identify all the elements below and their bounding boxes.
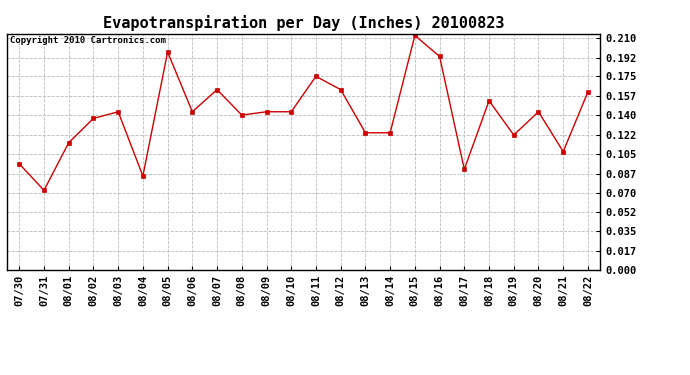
- Title: Evapotranspiration per Day (Inches) 20100823: Evapotranspiration per Day (Inches) 2010…: [103, 15, 504, 31]
- Text: Copyright 2010 Cartronics.com: Copyright 2010 Cartronics.com: [10, 36, 166, 45]
